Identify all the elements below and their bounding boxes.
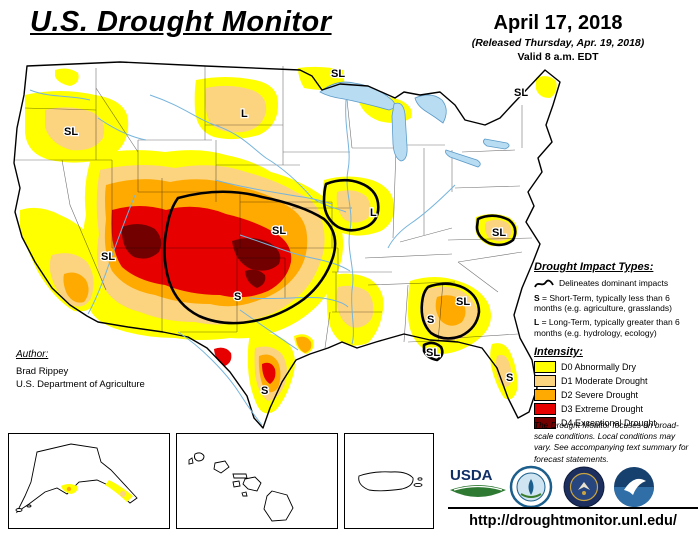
puerto-rico-inset [344,433,434,529]
puerto-rico-map [358,471,423,492]
legend-item-d0: D0 Abnormally Dry [534,361,698,373]
lake-huron [414,94,447,124]
impact-label: S [427,314,434,326]
culebra [417,477,423,481]
alaska-d2-spot [66,486,72,492]
impact-label: SL [272,225,286,237]
big-island [263,490,294,522]
date-block: April 17, 2018 (Released Thursday, Apr. … [438,12,678,63]
kauai [193,452,205,462]
valid-time: Valid 8 a.m. EDT [517,51,599,63]
legend-item-d2: D2 Severe Drought [534,389,698,401]
oahu [213,460,230,474]
vieques [413,482,423,488]
d3-label: D3 Extreme Drought [561,404,644,414]
long-term-text: = Long-Term, typically greater than 6 mo… [534,317,680,338]
intensity-heading: Intensity: [534,346,583,358]
usda-logo: USDA [450,467,506,497]
d2-label: D2 Severe Drought [561,390,639,400]
alaska-outline [15,443,138,514]
lake-ontario [483,138,510,150]
legend-item-d1: D1 Moderate Drought [534,375,698,387]
maui [242,476,262,492]
aleutian-island [15,508,23,512]
impact-label: S [506,372,513,384]
noaa-logo [614,467,654,507]
impact-label: SL [426,347,440,359]
d1-swatch [534,375,556,387]
impact-types-heading: Drought Impact Types: [534,261,654,273]
page-title: U.S. Drought Monitor [30,6,332,38]
impact-label: S [234,291,241,303]
alaska-d0-area [105,480,133,502]
author-heading: Author: [16,349,49,360]
hawaii-inset [176,433,338,529]
impact-types-legend: Drought Impact Types: Delineates dominan… [534,261,698,341]
impact-label: L [241,108,248,120]
commerce-eagle-icon [578,482,590,490]
usda-swoosh [453,485,503,491]
lake-michigan [391,102,408,162]
long-term-key: L [534,317,540,327]
alaska-d1-spot [120,491,126,497]
great-lakes [319,81,510,168]
droughtmonitor-url: http://droughtmonitor.unl.edu/ [448,507,698,529]
legend-item-d4: D4 Exceptional Drought [534,417,698,429]
delineation-curve-icon [534,279,554,288]
alaska-map [15,443,138,514]
author-block: Author: Brad Rippey U.S. Department of A… [16,348,145,392]
d0-label: D0 Abnormally Dry [561,362,637,372]
kahoolawe [241,491,248,497]
impact-label: S [261,385,268,397]
d3-swatch [534,403,556,415]
released-date: (Released Thursday, Apr. 19, 2018) [471,37,645,49]
alaska-inset [8,433,170,529]
conus-outline [13,61,561,429]
usda-logo-text: USDA [450,467,493,484]
long-term-definition: L = Long-Term, typically greater than 6 … [534,317,698,338]
aleutian-island [26,504,32,508]
disclaimer-text: The Drought Monitor focuses on broad-sca… [534,420,689,464]
map-impact-labels: SL SL L SL SL SL S L SL SL S SL S S [63,67,530,399]
niihau [188,457,194,465]
d0-swatch [534,361,556,373]
commerce-seal-logo [563,466,605,508]
noaa-bird-icon [624,478,646,495]
impact-label: SL [64,126,78,138]
short-term-key: S [534,292,540,303]
puerto-rico-outline [358,471,414,492]
impact-label: L [370,207,377,219]
ndmc-droplet-icon [528,479,534,495]
lanai [232,480,241,488]
molokai [232,473,248,479]
short-term-text: = Short-Term, typically less than 6 mont… [534,292,672,314]
impact-label: SL [492,227,506,239]
intensity-legend: Intensity: D0 Abnormally Dry D1 Moderate… [534,346,698,431]
impact-label: SL [514,87,528,99]
legend-item-d3: D3 Extreme Drought [534,403,698,415]
d4-label: D4 Exceptional Drought [561,418,657,428]
drought-fill-d4 [121,223,281,288]
ndmc-logo [509,465,553,509]
d1-label: D1 Moderate Drought [561,376,648,386]
impact-label: SL [456,296,470,308]
d2-swatch [534,389,556,401]
author-org: U.S. Department of Agriculture [16,379,145,391]
agency-logos: USDA [450,465,654,509]
author-name: Brad Rippey [16,365,69,377]
impact-label: SL [101,251,115,263]
map-date: April 17, 2018 [493,12,623,34]
impact-label: SL [331,68,345,80]
short-term-definition: S = Short-Term, typically less than 6 mo… [534,293,698,314]
impact-contours [163,178,517,362]
hawaii-map [188,452,294,522]
d4-swatch [534,417,556,429]
delineates-label: Delineates dominant impacts [559,278,669,289]
lake-erie [445,149,481,168]
